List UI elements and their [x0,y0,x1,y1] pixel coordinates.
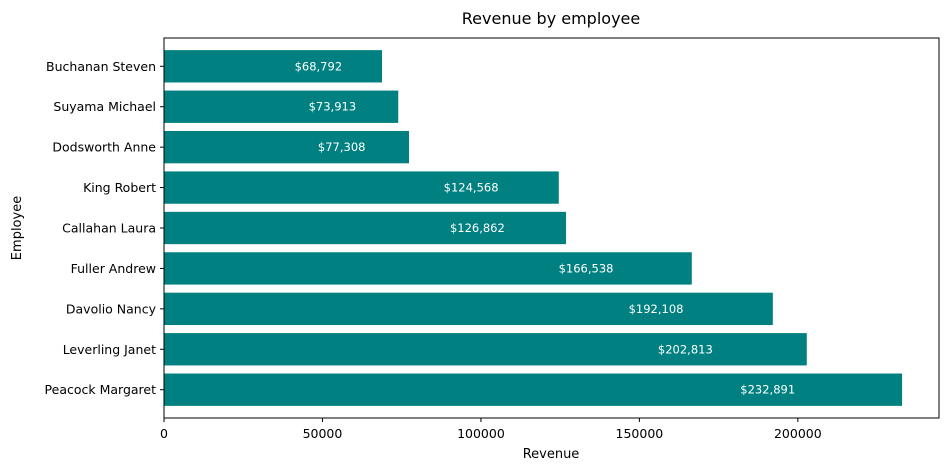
x-tick-label: 150000 [616,426,664,441]
y-tick-label: Callahan Laura [62,221,156,236]
y-tick-label: King Robert [83,180,156,195]
data-label: $166,538 [559,261,614,275]
bar-callahan-laura [164,211,567,245]
y-axis-label: Employee [10,196,25,260]
bar-leverling-janet [164,333,807,366]
bar-series [164,50,903,406]
data-labels: $232,891 $202,813 $192,108 $166,538 $126,862… [295,59,796,396]
x-axis-ticks: 0 50000 100000 150000 200000 [160,418,822,441]
x-tick-label: 50000 [303,426,343,441]
bar-davolio-nancy [164,292,773,326]
y-axis-ticks: Peacock Margaret Leverling Janet Davolio N… [45,59,164,397]
bar-suyama-michael [164,90,399,123]
x-tick-label: 100000 [457,426,505,441]
chart-title: Revenue by employee [462,9,640,28]
y-tick-label: Peacock Margaret [45,382,157,397]
x-axis-label: Revenue [523,447,580,462]
y-tick-label: Dodsworth Anne [52,140,156,155]
y-tick-label: Fuller Andrew [71,261,156,276]
y-tick-label: Suyama Michael [53,99,156,114]
data-label: $192,108 [629,302,684,316]
x-tick-label: 0 [160,426,168,441]
data-label: $77,308 [318,140,366,154]
data-label: $124,568 [444,181,499,195]
bar-peacock-margaret [164,373,903,406]
y-tick-label: Buchanan Steven [46,59,156,74]
data-label: $232,891 [740,383,795,397]
data-label: $73,913 [309,100,357,114]
data-label: $202,813 [658,342,713,356]
bar-dodsworth-anne [164,130,410,164]
y-tick-label: Davolio Nancy [66,301,157,316]
bar-fuller-andrew [164,252,692,285]
bar-king-robert [164,171,559,204]
y-tick-label: Leverling Janet [63,342,156,357]
bar-buchanan-steven [164,50,383,83]
x-tick-label: 200000 [774,426,822,441]
plot-frame [163,37,940,419]
data-label: $68,792 [295,59,343,73]
data-label: $126,862 [450,221,505,235]
